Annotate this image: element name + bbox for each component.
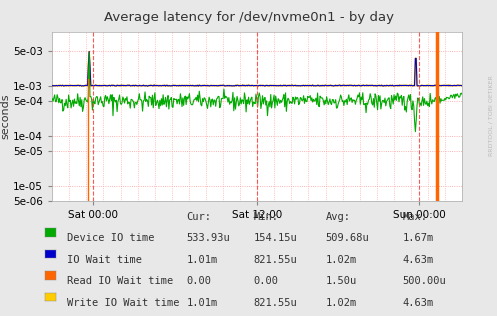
Y-axis label: seconds: seconds <box>0 94 10 139</box>
Text: 1.02m: 1.02m <box>326 255 357 265</box>
Text: 821.55u: 821.55u <box>253 255 297 265</box>
Text: 0.00: 0.00 <box>186 276 211 286</box>
Text: Device IO time: Device IO time <box>67 233 155 243</box>
Text: 4.63m: 4.63m <box>403 255 434 265</box>
Text: Min:: Min: <box>253 212 278 222</box>
Text: 500.00u: 500.00u <box>403 276 446 286</box>
Text: 4.63m: 4.63m <box>403 298 434 308</box>
Text: Max:: Max: <box>403 212 427 222</box>
Text: RRDTOOL / TOBI OETIKER: RRDTOOL / TOBI OETIKER <box>489 75 494 156</box>
Text: IO Wait time: IO Wait time <box>67 255 142 265</box>
Text: 821.55u: 821.55u <box>253 298 297 308</box>
Text: 1.01m: 1.01m <box>186 255 218 265</box>
Text: Cur:: Cur: <box>186 212 211 222</box>
Text: Read IO Wait time: Read IO Wait time <box>67 276 173 286</box>
Text: 1.01m: 1.01m <box>186 298 218 308</box>
Text: 1.50u: 1.50u <box>326 276 357 286</box>
Text: 0.00: 0.00 <box>253 276 278 286</box>
Text: Average latency for /dev/nvme0n1 - by day: Average latency for /dev/nvme0n1 - by da… <box>103 11 394 24</box>
Text: 1.02m: 1.02m <box>326 298 357 308</box>
Text: 533.93u: 533.93u <box>186 233 230 243</box>
Text: Write IO Wait time: Write IO Wait time <box>67 298 179 308</box>
Text: 154.15u: 154.15u <box>253 233 297 243</box>
Text: 509.68u: 509.68u <box>326 233 369 243</box>
Text: Avg:: Avg: <box>326 212 350 222</box>
Text: 1.67m: 1.67m <box>403 233 434 243</box>
